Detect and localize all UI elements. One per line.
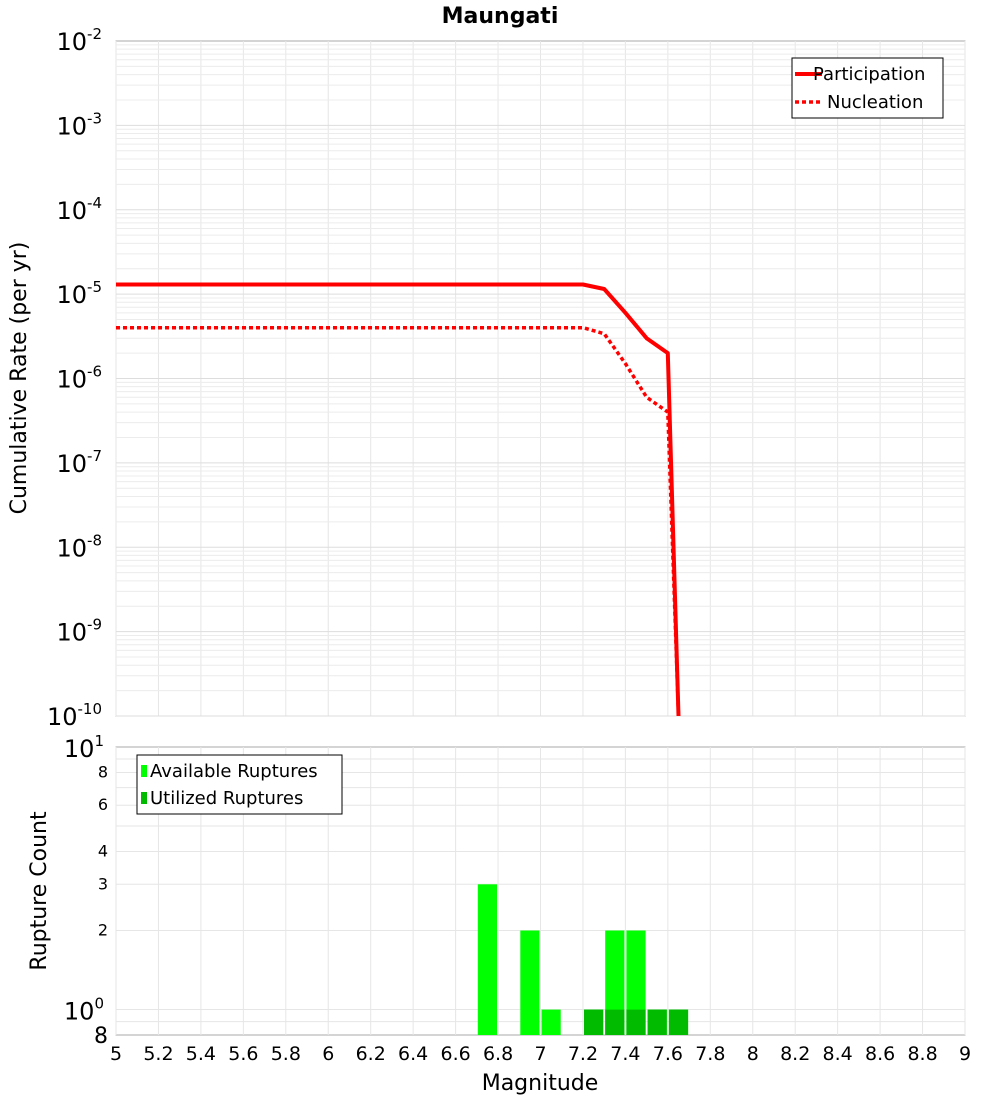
- count-plot-y-tick-label: 100: [64, 995, 104, 1026]
- rate-plot-y-tick-label: 10-6: [56, 363, 102, 394]
- x-tick-label: 8.8: [907, 1043, 937, 1065]
- rate-plot-y-tick-label: 10-7: [56, 447, 102, 478]
- count-legend-swatch: [141, 792, 147, 804]
- x-tick-label: 8.4: [823, 1043, 853, 1065]
- count-plot-y-tick-label: 6: [98, 795, 108, 814]
- rate-series-participation-line: [116, 282, 681, 717]
- rate-legend-participation-label: Participation: [813, 64, 925, 85]
- count-bar-available-ruptures: [520, 930, 540, 1035]
- x-tick-label: 8.2: [780, 1043, 810, 1065]
- count-plot-legend: Available Ruptures Utilized Ruptures: [136, 754, 343, 815]
- count-legend-swatch: [141, 765, 147, 777]
- x-tick-label: 5.8: [271, 1043, 301, 1065]
- count-plot-y-axis-label: Rupture Count: [27, 811, 52, 971]
- x-tick-label: 6.4: [398, 1043, 428, 1065]
- rate-plot-y-tick-label: 10-2: [56, 25, 102, 56]
- rate-plot-y-ticks: 10-2 10-3 10-4 10-5 10-6 10-7 10-8 10-9 10-10: [47, 25, 102, 731]
- x-tick-label: 7.6: [653, 1043, 683, 1065]
- count-plot-y-tick-label: 8: [98, 762, 108, 781]
- count-plot-y-tick-label: 8: [94, 1024, 108, 1049]
- rate-plot-series: [116, 282, 681, 717]
- x-tick-label: 8.6: [865, 1043, 895, 1065]
- count-plot-bars: [477, 884, 689, 1035]
- count-plot-x-ticks: 5 5.2 5.4 5.6 5.8 6 6.2 6.4 6.6 6.8 7 7.2 7.4 7.6 7.8 8…: [110, 1043, 971, 1065]
- count-bar-available-ruptures: [477, 884, 497, 1035]
- rate-plot-y-tick-label: 10-5: [56, 278, 102, 309]
- x-tick-label: 7.2: [568, 1043, 598, 1065]
- x-tick-label: 5.4: [186, 1043, 216, 1065]
- rate-plot-y-tick-label: 10-4: [56, 194, 102, 225]
- x-tick-label: 7.8: [695, 1043, 725, 1065]
- x-tick-label: 6.8: [483, 1043, 513, 1065]
- count-bar-available-ruptures: [626, 930, 646, 1035]
- x-tick-label: 6: [322, 1043, 334, 1065]
- count-legend-label: Available Ruptures: [150, 761, 318, 782]
- x-tick-label: 8: [747, 1043, 759, 1065]
- count-bar-available-ruptures: [605, 930, 625, 1035]
- rate-plot-y-tick-label: 10-3: [56, 109, 102, 140]
- count-plot-y-tick-label: 3: [98, 874, 108, 893]
- x-tick-label: 7.4: [610, 1043, 640, 1065]
- count-bar-available-ruptures: [541, 1009, 561, 1035]
- rate-series-nucleation-line: [116, 325, 681, 717]
- count-bar-utilized-ruptures: [584, 1009, 604, 1035]
- x-tick-label: 6.2: [356, 1043, 386, 1065]
- x-tick-label: 9: [959, 1043, 971, 1065]
- rate-legend-nucleation-label: Nucleation: [827, 92, 923, 113]
- count-plot-grid: [115, 747, 966, 1035]
- chart-title: Maungati: [442, 4, 559, 29]
- count-bar-utilized-ruptures: [626, 1009, 646, 1035]
- x-tick-label: 6.6: [440, 1043, 470, 1065]
- rate-plot-y-axis-label: Cumulative Rate (per yr): [7, 242, 32, 515]
- rate-plot-y-tick-label: 10-10: [47, 700, 102, 731]
- count-bar-utilized-ruptures: [605, 1009, 625, 1035]
- x-tick-label: 5.6: [228, 1043, 258, 1065]
- x-tick-label: 5: [110, 1043, 122, 1065]
- rate-plot-legend: Participation Nucleation: [791, 57, 944, 119]
- rate-plot-y-tick-label: 10-8: [56, 531, 102, 562]
- count-bar-utilized-ruptures: [647, 1009, 667, 1035]
- count-legend-box: [136, 754, 343, 815]
- rate-plot: 10-2 10-3 10-4 10-5 10-6 10-7 10-8 10-9 10-10 Pa…: [47, 25, 966, 731]
- x-tick-label: 5.2: [143, 1043, 173, 1065]
- rate-plot-y-tick-label: 10-9: [56, 616, 102, 647]
- count-bar-utilized-ruptures: [668, 1009, 689, 1035]
- x-tick-label: 7: [534, 1043, 546, 1065]
- count-plot-y-tick-label: 101: [64, 732, 104, 763]
- rate-legend-box: [791, 57, 944, 119]
- x-axis-label: Magnitude: [482, 1071, 599, 1096]
- count-plot-y-tick-label: 2: [98, 921, 108, 940]
- rate-plot-grid: [115, 41, 966, 717]
- count-legend-label: Utilized Ruptures: [150, 788, 303, 809]
- count-plot-y-tick-label: 4: [98, 841, 108, 860]
